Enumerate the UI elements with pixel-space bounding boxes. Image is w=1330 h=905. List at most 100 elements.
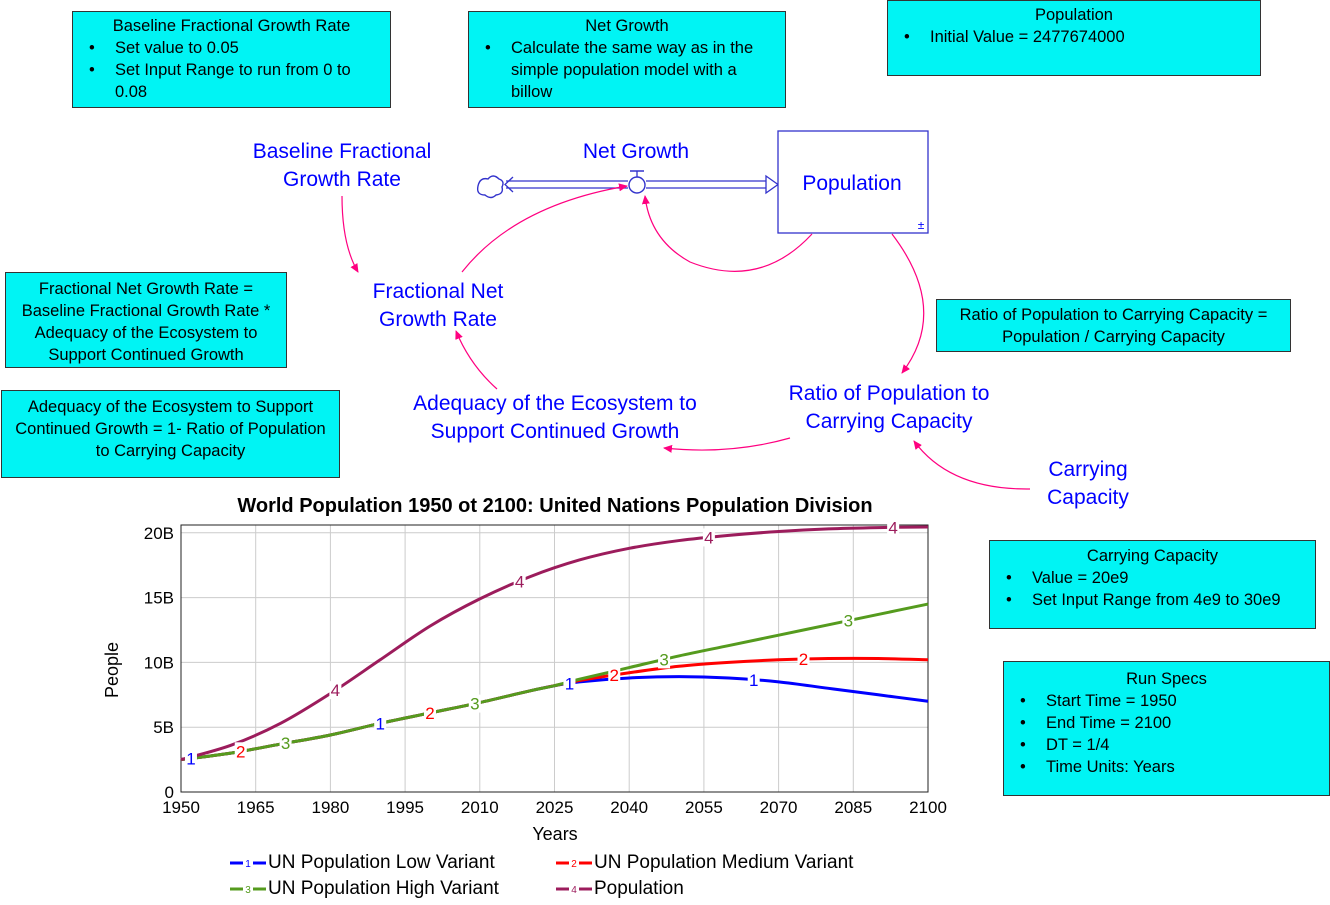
y-axis-label: People: [102, 642, 122, 698]
legend-label: UN Population High Variant: [268, 878, 499, 899]
link-fractional-to-net-growth[interactable]: [461, 183, 628, 273]
x-tick-label: 1965: [237, 798, 275, 817]
link-ratio-to-adequacy[interactable]: [663, 437, 791, 453]
fractional-note: Fractional Net Growth Rate = Baseline Fr…: [5, 272, 287, 368]
x-axis-label: Years: [532, 824, 577, 844]
legend-item-high: 3 UN Population High Variant: [230, 878, 499, 900]
note-text: Fractional Net Growth Rate = Baseline Fr…: [21, 280, 271, 364]
y-tick-label: 0: [165, 783, 174, 802]
series-marker-1: 1: [375, 714, 384, 733]
series-marker-4: 4: [888, 518, 897, 537]
series-marker-2: 2: [236, 742, 245, 761]
link-population-to-ratio[interactable]: [891, 233, 925, 374]
series-marker-bg: [424, 703, 436, 722]
legend-number: 4: [571, 885, 577, 896]
note-title: Run Specs: [1126, 670, 1207, 688]
legend-item-population: 4 Population: [556, 878, 684, 900]
y-tick-label: 15B: [144, 589, 174, 608]
net-growth-flow-pipe[interactable]: [504, 174, 780, 195]
series-marker-3: 3: [844, 612, 853, 631]
series-marker-2: 2: [799, 650, 808, 669]
series-marker-bg: [842, 611, 855, 630]
link-baseline-to-fractional[interactable]: [341, 195, 359, 273]
legend-swatch: 4: [556, 883, 592, 896]
note-text: Ratio of Population to Carrying Capacity…: [959, 306, 1268, 346]
series-marker-3: 3: [659, 650, 668, 669]
series-marker-3: 3: [281, 734, 290, 753]
series-marker-bg: [234, 742, 247, 761]
y-tick-label: 5B: [153, 718, 174, 737]
valve-icon[interactable]: [628, 170, 646, 194]
note-bullet: End Time = 2100: [1020, 712, 1321, 734]
x-tick-label: 2010: [461, 798, 499, 817]
net-growth-note: Net Growth Calculate the same way as in …: [468, 11, 786, 108]
note-bullet: Calculate the same way as in the simple …: [485, 37, 777, 103]
ratio-note: Ratio of Population to Carrying Capacity…: [936, 299, 1291, 352]
series-marker-1: 1: [749, 671, 758, 690]
carrying-capacity-variable[interactable]: Carrying Capacity: [1047, 458, 1129, 509]
series-marker-1: 1: [186, 749, 195, 768]
series-marker-bg: [702, 528, 715, 547]
x-tick-label: 2040: [610, 798, 648, 817]
population-stock[interactable]: [777, 130, 929, 234]
population-variable[interactable]: Population: [802, 172, 902, 195]
series-marker-bg: [279, 734, 292, 753]
link-population-to-net-growth[interactable]: [641, 195, 813, 272]
legend-number: 3: [245, 885, 251, 896]
x-tick-label: 1995: [386, 798, 424, 817]
note-bullet: Set value to 0.05: [89, 37, 382, 59]
series-marker-bg: [658, 650, 671, 669]
net-growth-variable[interactable]: Net Growth: [582, 140, 690, 163]
note-bullet: Time Units: Years: [1020, 756, 1321, 778]
x-tick-label: 2100: [909, 798, 947, 817]
x-tick-label: 2055: [685, 798, 723, 817]
legend-label: UN Population Medium Variant: [594, 852, 854, 873]
population-note: Population Initial Value = 2477674000: [887, 0, 1261, 76]
series-marker-bg: [468, 694, 481, 713]
legend-item-medium: 2 UN Population Medium Variant: [556, 852, 853, 874]
x-tick-label: 2085: [834, 798, 872, 817]
legend-number: 1: [245, 859, 251, 870]
series-marker-bg: [608, 666, 621, 685]
y-tick-label: 10B: [144, 653, 174, 672]
baseline-note: Baseline Fractional Growth Rate Set valu…: [72, 11, 391, 108]
note-title: Net Growth: [585, 17, 669, 35]
series-marker-bg: [563, 674, 576, 693]
series-marker-1: 1: [565, 674, 574, 693]
adequacy-note: Adequacy of the Ecosystem to Support Con…: [1, 390, 340, 478]
note-title: Population: [1035, 6, 1113, 24]
legend-swatch: 3: [230, 883, 266, 896]
legend-label: Population: [594, 878, 684, 899]
note-bullet: Set Input Range from 4e9 to 30e9: [1006, 589, 1307, 611]
baseline-fractional-growth-rate-variable[interactable]: Baseline Fractional Growth Rate: [252, 140, 432, 191]
fractional-net-growth-rate-variable[interactable]: Fractional Net Growth Rate: [372, 280, 504, 331]
series-marker-bg: [797, 650, 810, 669]
legend-item-low: 1 UN Population Low Variant: [230, 852, 495, 874]
series-marker-3: 3: [470, 695, 479, 714]
series-marker-2: 2: [610, 666, 619, 685]
series-marker-2: 2: [425, 704, 434, 723]
series-line-3: [180, 602, 929, 762]
x-tick-label: 2025: [536, 798, 574, 817]
note-bullet: Start Time = 1950: [1020, 690, 1321, 712]
series-marker-bg: [747, 670, 760, 689]
x-tick-label: 1950: [162, 798, 200, 817]
series-line-4: [180, 525, 929, 762]
x-tick-label: 1980: [311, 798, 349, 817]
ratio-variable[interactable]: Ratio of Population to Carrying Capacity: [788, 382, 990, 433]
legend-swatch: 2: [556, 857, 592, 870]
series-marker-4: 4: [704, 528, 713, 547]
note-text: Adequacy of the Ecosystem to Support Con…: [15, 398, 326, 460]
note-title: Carrying Capacity: [1086, 547, 1219, 565]
legend-label: UN Population Low Variant: [268, 852, 495, 873]
link-carrying-to-ratio[interactable]: [913, 440, 1031, 490]
series-marker-bg: [184, 749, 197, 768]
run-specs-note: Run Specs Start Time = 1950 End Time = 2…: [1003, 661, 1330, 796]
note-bullet: Set Input Range to run from 0 to 0.08: [89, 59, 382, 103]
link-adequacy-to-fractional[interactable]: [455, 330, 498, 390]
population-stock-marker: ±: [918, 218, 925, 232]
note-bullet: Value = 20e9: [1006, 567, 1307, 589]
series-marker-bg: [329, 681, 342, 700]
adequacy-variable[interactable]: Adequacy of the Ecosystem to Support Con…: [413, 392, 697, 443]
